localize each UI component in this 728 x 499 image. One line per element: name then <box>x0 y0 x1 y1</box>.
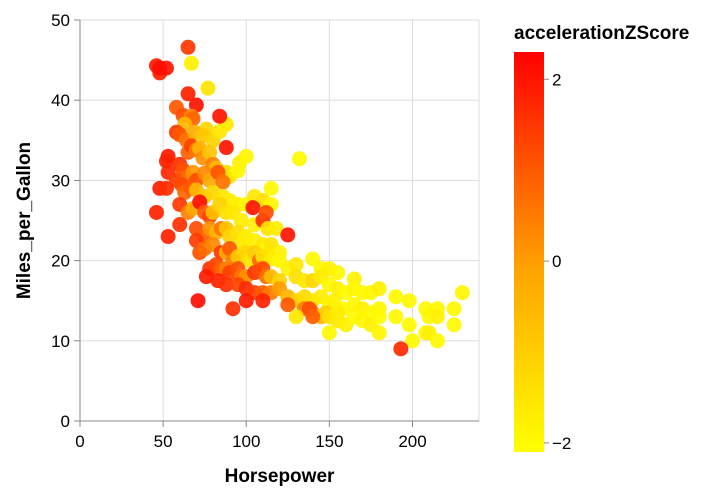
x-tick-label: 50 <box>154 432 173 451</box>
data-point <box>238 293 254 309</box>
legend-tick-label: 0 <box>552 252 561 271</box>
data-point <box>401 317 417 333</box>
data-point <box>188 97 204 113</box>
data-point <box>371 281 387 297</box>
data-point <box>401 293 417 309</box>
data-point <box>158 180 174 196</box>
data-point <box>429 309 445 325</box>
data-point <box>388 309 404 325</box>
data-point <box>330 305 346 321</box>
data-point <box>148 204 164 220</box>
data-point <box>454 285 470 301</box>
legend-gradient-bar <box>514 52 544 452</box>
data-point <box>371 325 387 341</box>
x-tick-label: 200 <box>398 432 426 451</box>
data-point <box>190 293 206 309</box>
y-axis-title: Miles_per_Gallon <box>14 142 35 299</box>
data-point <box>245 200 261 216</box>
data-point <box>288 257 304 273</box>
data-point <box>212 108 228 124</box>
data-point <box>393 341 409 357</box>
data-point <box>180 39 196 55</box>
data-point <box>321 325 337 341</box>
data-point <box>238 148 254 164</box>
data-point <box>202 144 218 160</box>
data-point <box>446 301 462 317</box>
data-point <box>230 163 246 179</box>
data-point <box>446 317 462 333</box>
y-tick-label: 10 <box>51 332 70 351</box>
data-point <box>212 123 228 139</box>
data-point <box>158 153 174 169</box>
data-point <box>388 289 404 305</box>
data-point <box>233 213 249 228</box>
data-point <box>291 151 307 167</box>
y-tick-label: 50 <box>51 11 70 30</box>
grid-lines <box>79 19 480 422</box>
data-point <box>180 86 196 102</box>
data-point <box>330 265 346 281</box>
data-point <box>218 140 234 156</box>
data-point <box>215 174 231 190</box>
data-point <box>405 333 420 349</box>
data-point <box>200 80 216 96</box>
y-tick-label: 30 <box>51 171 70 190</box>
legend-tick-label: 2 <box>552 70 561 89</box>
data-point <box>280 297 296 313</box>
data-point <box>218 277 234 293</box>
data-point <box>305 309 321 325</box>
data-point <box>152 60 168 76</box>
data-points <box>148 39 470 357</box>
data-point <box>255 293 271 309</box>
data-point <box>198 269 214 285</box>
y-tick-label: 40 <box>51 91 70 110</box>
x-axis-title: Horsepower <box>225 466 335 487</box>
color-legend: accelerationZScore −2 0 2 <box>514 23 689 453</box>
legend-title: accelerationZScore <box>514 23 689 44</box>
data-point <box>258 204 274 220</box>
data-point <box>183 55 199 71</box>
x-tick-label: 150 <box>315 432 343 451</box>
legend-ticks: −2 0 2 <box>544 70 571 453</box>
axes: 0 50 100 150 200 0 10 20 30 40 50 <box>51 11 479 451</box>
data-point <box>288 309 304 325</box>
y-tick-label: 20 <box>51 252 70 271</box>
x-tick-label: 100 <box>232 432 260 451</box>
data-point <box>371 309 387 325</box>
y-tick-label: 0 <box>61 412 70 431</box>
data-point <box>263 180 279 196</box>
data-point <box>160 229 176 245</box>
data-point <box>280 227 296 243</box>
data-point <box>429 333 445 349</box>
data-point <box>172 217 188 233</box>
data-point <box>268 221 284 237</box>
legend-tick-label: −2 <box>552 434 571 453</box>
data-point <box>225 301 241 317</box>
x-tick-label: 0 <box>75 432 84 451</box>
